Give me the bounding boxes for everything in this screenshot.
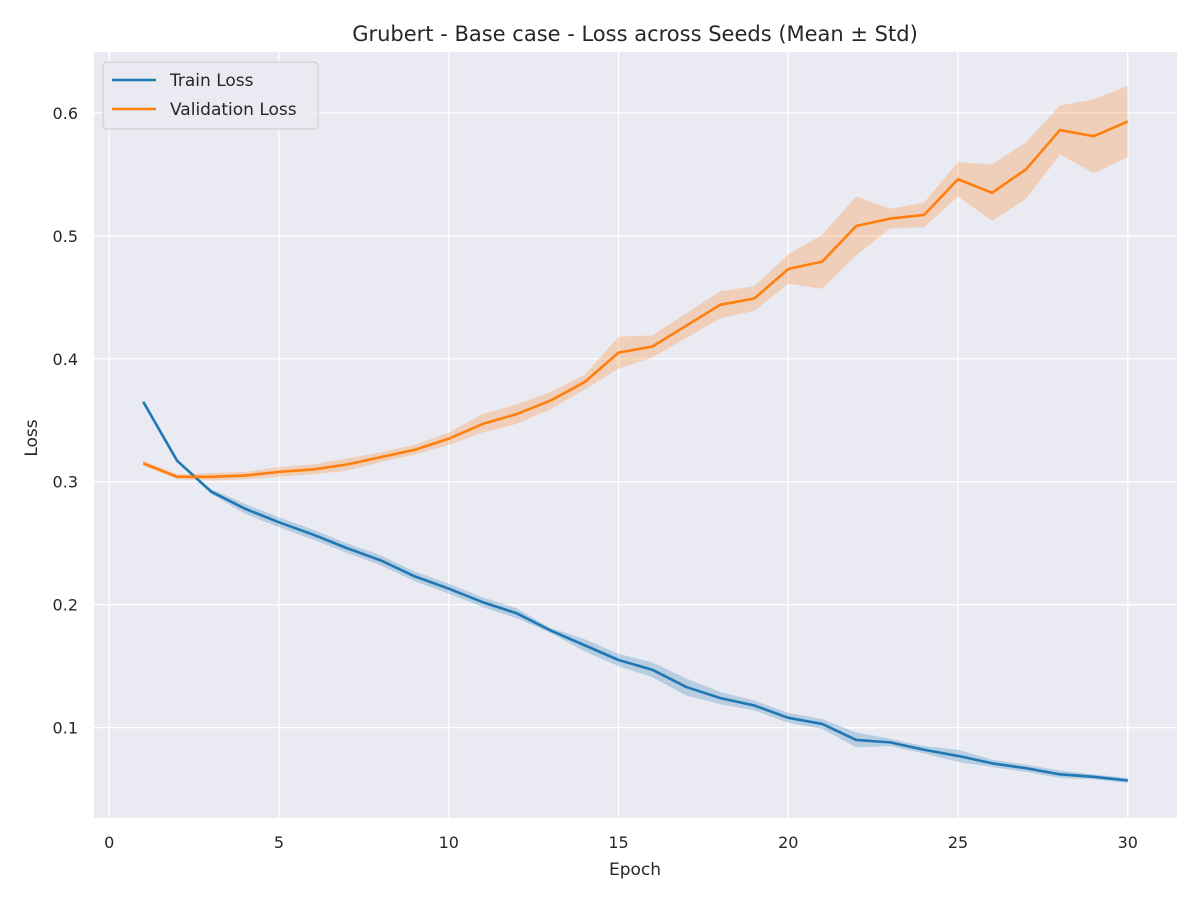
x-tick-label: 25 <box>948 833 968 852</box>
x-axis-ticks: 0 5 10 15 20 25 30 <box>104 833 1138 852</box>
y-tick-label: 0.6 <box>53 104 78 123</box>
series-lines <box>142 120 1129 782</box>
y-tick-label: 0.4 <box>53 350 78 369</box>
x-tick-label: 30 <box>1118 833 1138 852</box>
x-tick-label: 5 <box>274 833 284 852</box>
x-axis-label: Epoch <box>609 860 661 880</box>
x-tick-label: 20 <box>778 833 798 852</box>
y-tick-label: 0.3 <box>53 473 78 492</box>
plot-area <box>94 52 1177 818</box>
grid-lines <box>94 52 1177 818</box>
legend-label-train-loss: Train Loss <box>169 71 254 91</box>
legend-frame <box>102 61 319 130</box>
x-tick-label: 0 <box>104 833 114 852</box>
y-tick-label: 0.2 <box>53 596 78 615</box>
x-tick-label: 10 <box>439 833 459 852</box>
chart-title: Grubert - Base case - Loss across Seeds … <box>352 22 918 46</box>
y-tick-label: 0.5 <box>53 227 78 246</box>
y-axis-ticks: 0.1 0.2 0.3 0.4 0.5 0.6 <box>53 104 78 738</box>
series-line-train-loss <box>142 401 1128 782</box>
series-line-validation-loss <box>142 120 1129 479</box>
y-axis-label: Loss <box>22 419 42 456</box>
legend: Train Loss Validation Loss <box>102 61 319 130</box>
y-tick-label: 0.1 <box>53 719 78 738</box>
x-tick-label: 15 <box>608 833 628 852</box>
plot-background <box>94 52 1177 818</box>
legend-label-validation-loss: Validation Loss <box>170 100 297 120</box>
